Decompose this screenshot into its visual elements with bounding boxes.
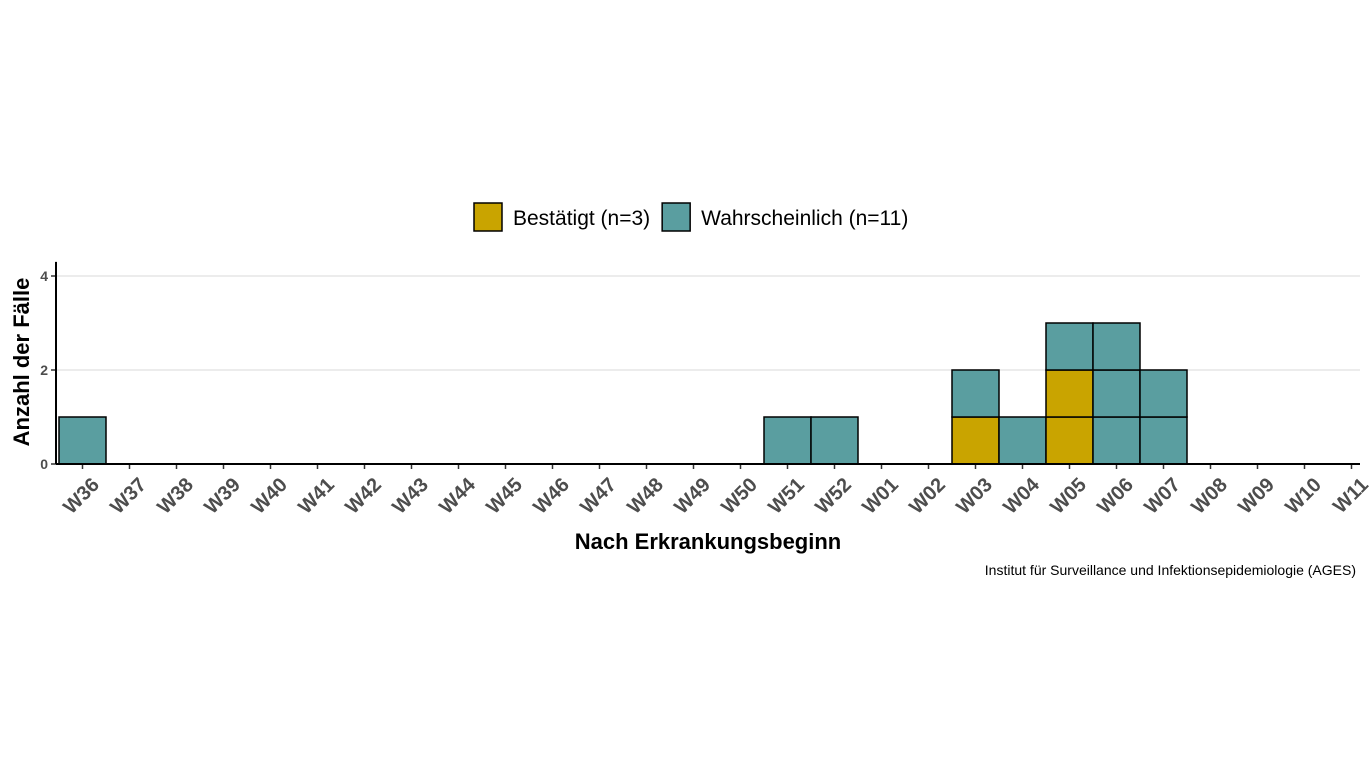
x-tick-label: W41 [294,474,339,519]
bar-segment-W06 [1092,322,1141,371]
x-tick-label: W43 [388,474,433,519]
legend-swatch [473,202,503,232]
bar-segment-W36 [58,416,107,465]
y-tick-label: 4 [40,268,48,284]
gridlines [56,275,1360,371]
x-tick-label: W39 [200,474,245,519]
bar-segment-W06 [1092,369,1141,418]
bar-segment-W51 [763,416,812,465]
x-tick-label: W46 [529,474,574,519]
bar-segment-W04 [998,416,1047,465]
legend: Bestätigt (n=3) Wahrscheinlich (n=11) [473,202,908,232]
x-axis-title: Nach Erkrankungsbeginn [575,529,842,554]
caption: Institut für Surveillance und Infektions… [985,562,1356,578]
y-tick-label: 0 [40,456,48,472]
x-tick-label: W10 [1281,474,1326,519]
x-tick-label: W37 [106,474,151,519]
bar-segment-W52 [810,416,859,465]
bar-segment-W05 [1045,369,1094,418]
x-tick-label: W03 [952,474,997,519]
bar-segment-W03 [951,416,1000,465]
x-tick-label: W50 [717,474,762,519]
x-tick-label: W05 [1046,474,1091,519]
x-tick-label: W08 [1187,474,1232,519]
y-tick-label: 2 [40,362,48,378]
x-tick-label: W06 [1093,474,1138,519]
bar-segment-W07 [1139,369,1188,418]
x-tick-label: W42 [341,474,386,519]
x-tick-label: W11 [1329,474,1370,518]
bars [58,322,1188,465]
legend-label: Bestätigt (n=3) [513,207,650,230]
x-tick-label: W02 [905,474,950,519]
x-tick-label: W07 [1140,474,1185,519]
x-tick-label: W45 [482,474,527,519]
x-tick-label: W01 [858,474,903,519]
x-tick-label: W52 [811,474,856,519]
bar-segment-W05 [1045,322,1094,371]
bar-segment-W03 [951,369,1000,418]
x-tick-label: W36 [59,474,104,519]
legend-swatch [661,202,691,232]
bar-segment-W06 [1092,416,1141,465]
x-tick-label: W38 [153,474,198,519]
x-tick-label: W09 [1234,474,1279,519]
bar-segment-W05 [1045,416,1094,465]
x-tick-label: W49 [670,474,715,519]
x-tick-label: W44 [435,473,480,518]
y-axis-title: Anzahl der Fälle [9,278,34,447]
x-tick-label: W47 [576,474,621,519]
bar-segment-W07 [1139,416,1188,465]
x-tick-label: W48 [623,474,668,519]
x-tick-label: W51 [764,474,809,519]
x-tick-label: W04 [999,473,1044,518]
x-tick-label: W40 [247,474,292,519]
legend-label: Wahrscheinlich (n=11) [701,207,908,230]
